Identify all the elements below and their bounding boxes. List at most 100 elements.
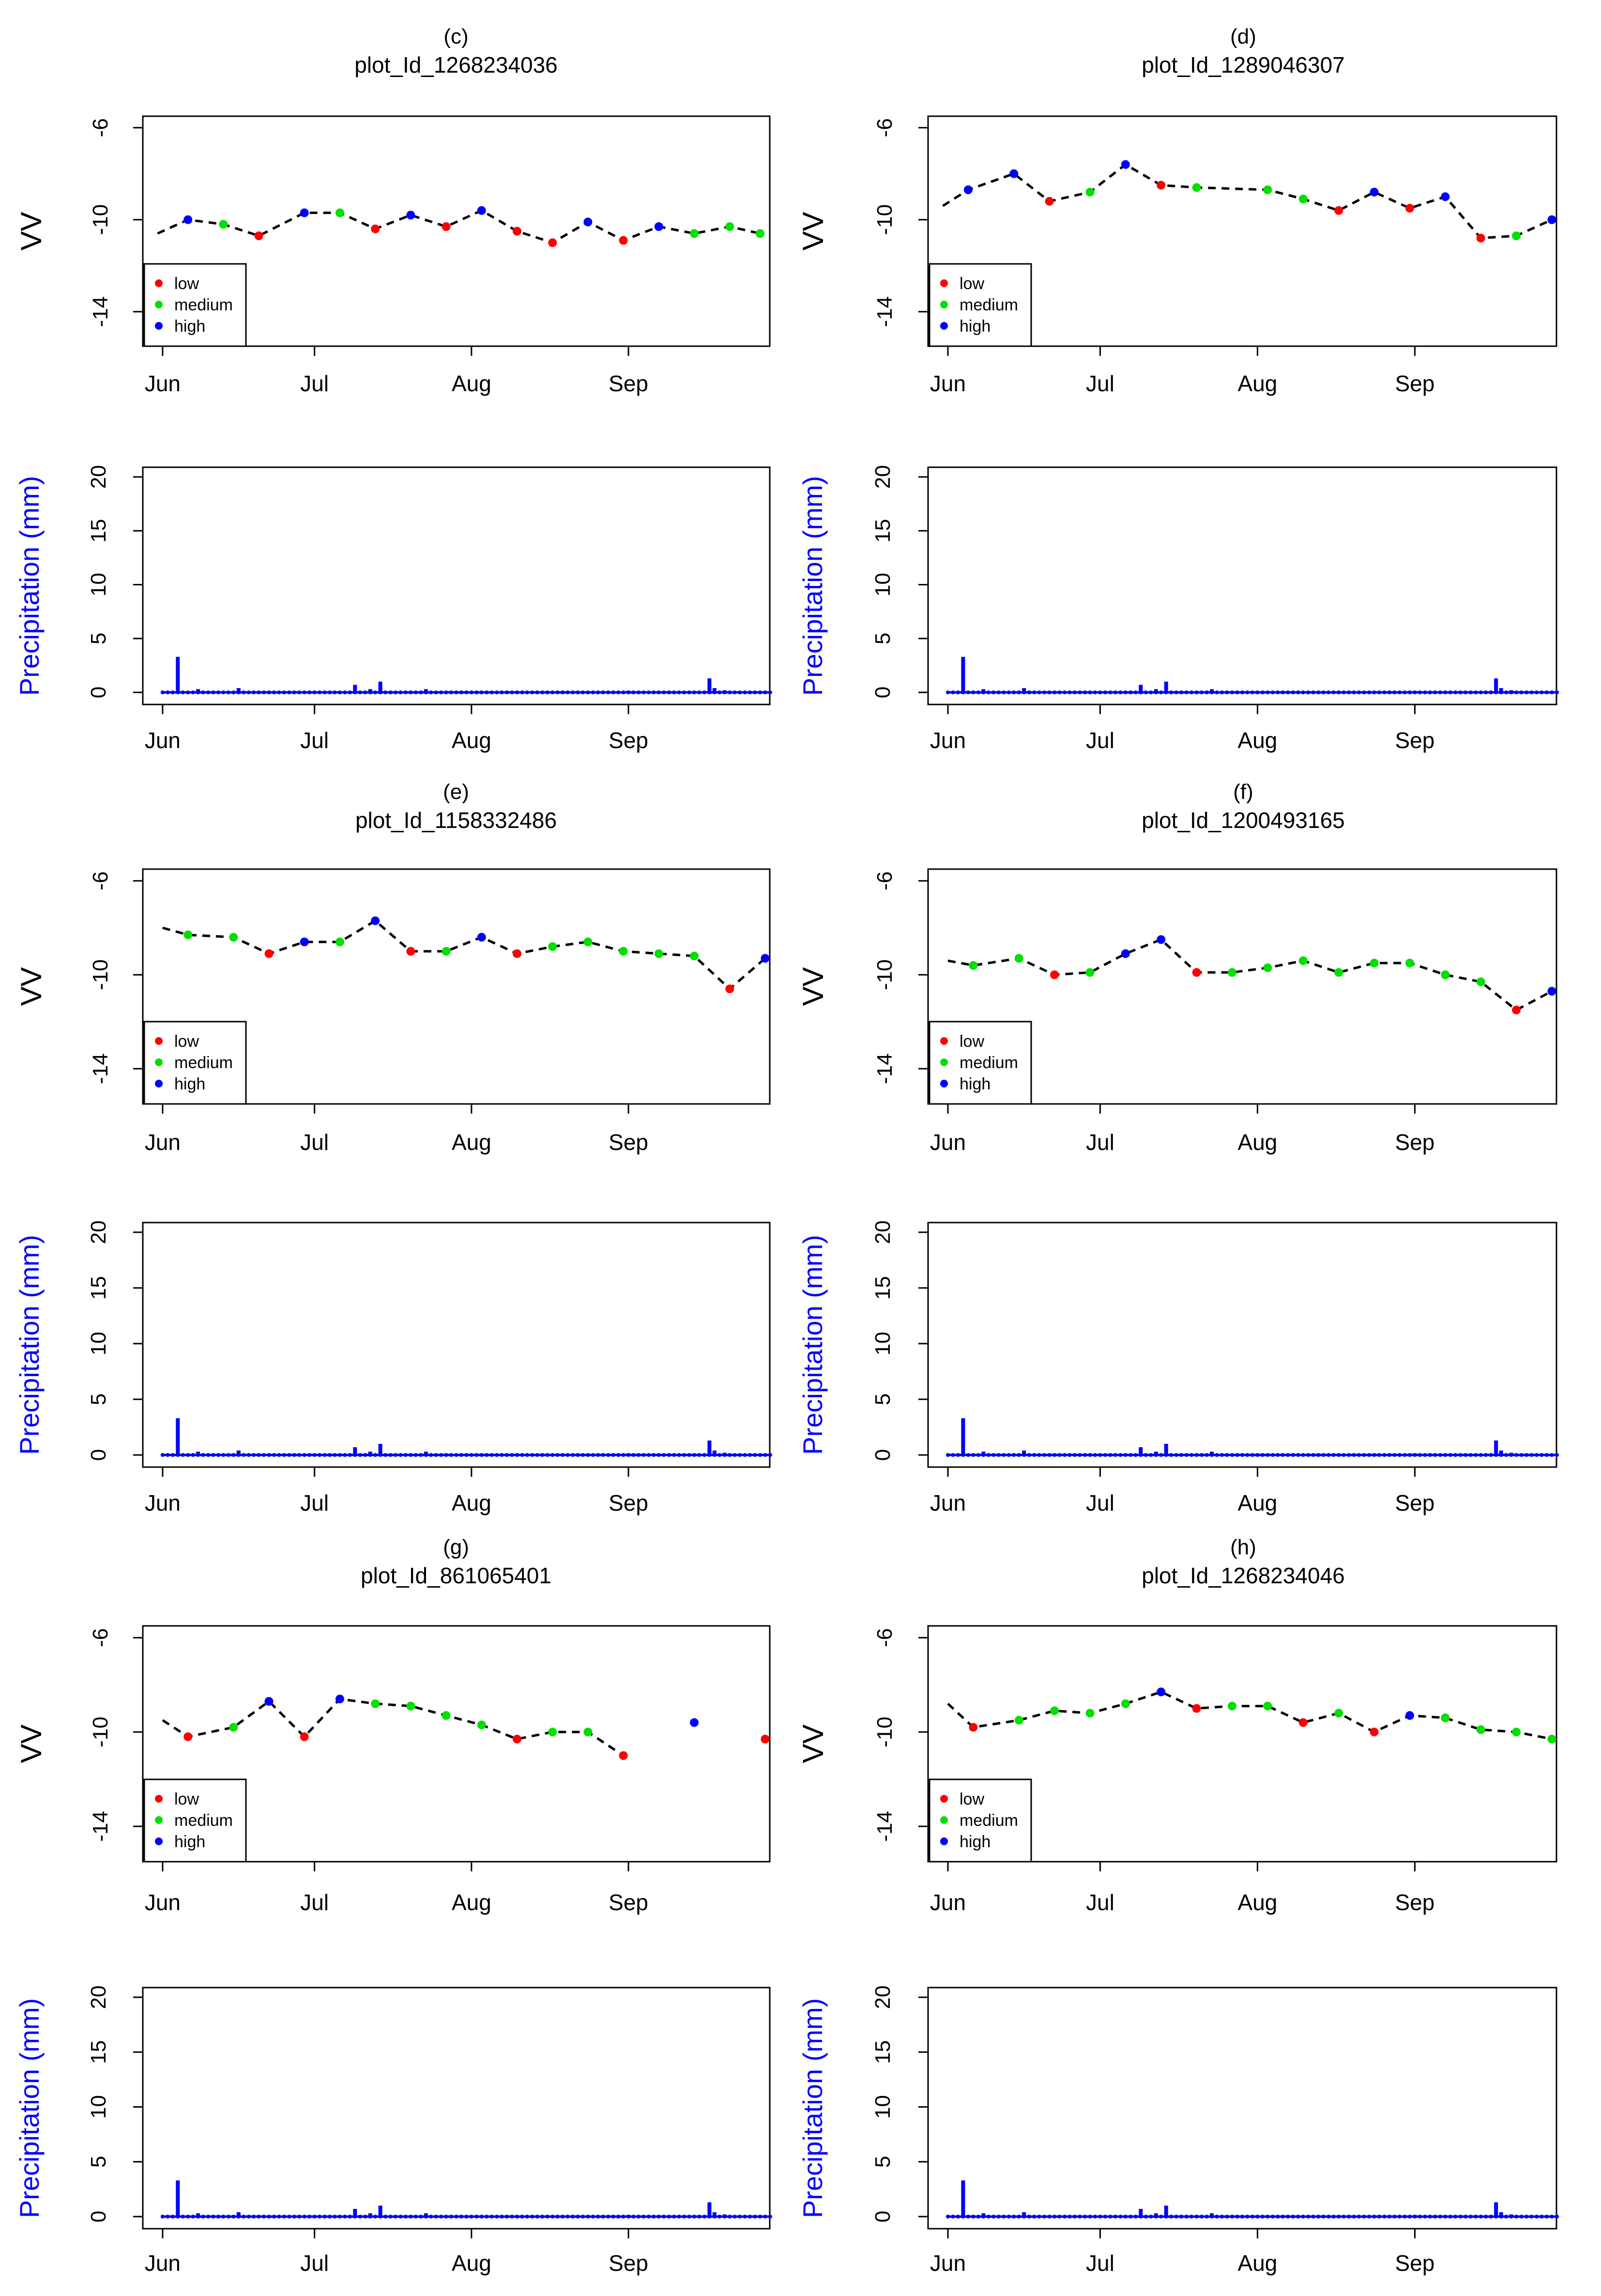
- legend-marker-low: [940, 1037, 948, 1045]
- precip-day-marker: [170, 1453, 175, 1457]
- precip-day-marker: [444, 1453, 448, 1457]
- precip-day-marker: [621, 2215, 625, 2219]
- x-tick-label: Jun: [930, 728, 966, 753]
- precip-day-marker: [1407, 2215, 1412, 2219]
- vv-point-medium: [969, 961, 978, 970]
- precip-day-marker: [996, 690, 1001, 694]
- precip-day-marker: [1316, 2215, 1321, 2219]
- precip-day-marker: [322, 2215, 327, 2219]
- precip-day-marker: [1428, 2215, 1432, 2219]
- precip-day-marker: [550, 2215, 555, 2219]
- precip-day-marker: [1083, 1453, 1087, 1457]
- precip-day-marker: [672, 2215, 676, 2219]
- y-tick-label: 15: [87, 1276, 110, 1300]
- precip-day-marker: [429, 1453, 433, 1457]
- precip-day-marker: [242, 690, 246, 694]
- precip-day-marker: [1276, 1453, 1280, 1457]
- vv-point-low: [300, 1732, 309, 1741]
- precip-day-marker: [312, 2215, 317, 2219]
- precip-day-marker: [1174, 2215, 1178, 2219]
- precip-day-marker: [753, 2215, 757, 2219]
- y-tick-label: 10: [87, 2095, 110, 2119]
- panel-letter: (c): [443, 25, 468, 48]
- precip-day-marker: [601, 1453, 605, 1457]
- precip-day-marker: [1052, 2215, 1057, 2219]
- y-tick-label: 15: [87, 2040, 110, 2064]
- precip-day-marker: [565, 690, 570, 694]
- vv-point-medium: [229, 1723, 238, 1732]
- precip-day-marker: [1174, 690, 1178, 694]
- precip-day-marker: [1428, 690, 1432, 694]
- legend-marker-medium: [155, 301, 163, 308]
- legend-marker-medium: [155, 1058, 163, 1066]
- precip-day-marker: [246, 2215, 251, 2219]
- precip-day-marker: [1260, 1453, 1265, 1457]
- precip-day-marker: [307, 2215, 312, 2219]
- precip-day-marker: [469, 2215, 473, 2219]
- precip-day-marker: [1123, 690, 1128, 694]
- precip-day-marker: [991, 1453, 996, 1457]
- vv-point-high: [183, 215, 193, 224]
- precip-day-marker: [616, 2215, 621, 2219]
- precip-day-marker: [525, 2215, 529, 2219]
- precip-day-marker: [363, 2215, 367, 2219]
- vv-panel-h: (h) plot_Id_1268234046 -6 -10 -14 VV Jun Jul Aug…: [797, 1535, 1557, 1915]
- precip-day-marker: [596, 2215, 600, 2219]
- precip-day-marker: [682, 1453, 686, 1457]
- y-axis-label: VV: [15, 967, 47, 1006]
- precip-day-marker: [413, 2215, 418, 2219]
- precip-day-marker: [287, 690, 291, 694]
- precip-day-marker: [545, 1453, 549, 1457]
- precip-day-marker: [191, 2215, 195, 2219]
- precip-day-marker: [505, 1453, 509, 1457]
- vv-point-high: [477, 933, 486, 942]
- precip-day-marker: [1189, 2215, 1194, 2219]
- vv-point-low: [619, 236, 628, 245]
- precip-day-marker: [1027, 2215, 1031, 2219]
- precip-day-marker: [1179, 2215, 1184, 2219]
- precip-day-marker: [682, 690, 686, 694]
- vv-point-low: [1298, 1718, 1308, 1727]
- precip-day-marker: [1179, 690, 1184, 694]
- precip-day-marker: [1118, 2215, 1123, 2219]
- precip-day-marker: [540, 2215, 545, 2219]
- vv-point-medium: [1476, 1725, 1485, 1734]
- precip-day-marker: [1245, 2215, 1250, 2219]
- y-tick-label: 15: [871, 519, 895, 543]
- precip-day-marker: [540, 690, 545, 694]
- precip-day-marker: [1012, 2215, 1016, 2219]
- legend-box: [143, 1021, 247, 1105]
- x-tick-label: Jun: [930, 1130, 966, 1155]
- vv-point-high: [300, 937, 309, 947]
- precip-day-marker: [394, 2215, 397, 2219]
- precip-panel-h: 0 5 10 15 20 Precipitation (mm) Jun Jul Aug Sep: [797, 1986, 1559, 2276]
- precip-day-marker: [1296, 1453, 1300, 1457]
- y-tick-label: 15: [87, 519, 110, 543]
- precip-day-marker: [1250, 690, 1254, 694]
- vv-point-high: [1157, 935, 1166, 944]
- vv-point-medium: [1547, 1734, 1556, 1744]
- legend-marker-high: [155, 1837, 163, 1845]
- precip-day-marker: [1006, 1453, 1011, 1457]
- precip-day-marker: [1514, 1453, 1519, 1457]
- precip-day-marker: [697, 1453, 701, 1457]
- precip-day-marker: [166, 2215, 170, 2219]
- y-tick-label: -14: [89, 1811, 112, 1842]
- precip-day-marker: [454, 2215, 458, 2219]
- precip-day-marker: [1113, 690, 1117, 694]
- precip-day-marker: [1479, 690, 1483, 694]
- precip-day-marker: [398, 1453, 403, 1457]
- x-tick-label: Sep: [609, 371, 648, 396]
- precip-day-marker: [1093, 2215, 1097, 2219]
- vv-panel-e: (e) plot_Id_1158332486 -6 -10 -14 VV Jun Jul Aug…: [15, 780, 771, 1155]
- x-tick-label: Jun: [145, 371, 181, 396]
- precip-day-marker: [1103, 2215, 1107, 2219]
- y-tick-label: -10: [873, 1716, 897, 1747]
- vv-point-high: [1157, 1687, 1166, 1697]
- precip-day-marker: [1200, 690, 1204, 694]
- precip-day-marker: [181, 2215, 185, 2219]
- legend-marker-medium: [940, 1816, 948, 1824]
- y-tick-label: 0: [871, 1449, 895, 1461]
- precip-day-marker: [1184, 2215, 1189, 2219]
- x-tick-label: Jul: [300, 371, 329, 396]
